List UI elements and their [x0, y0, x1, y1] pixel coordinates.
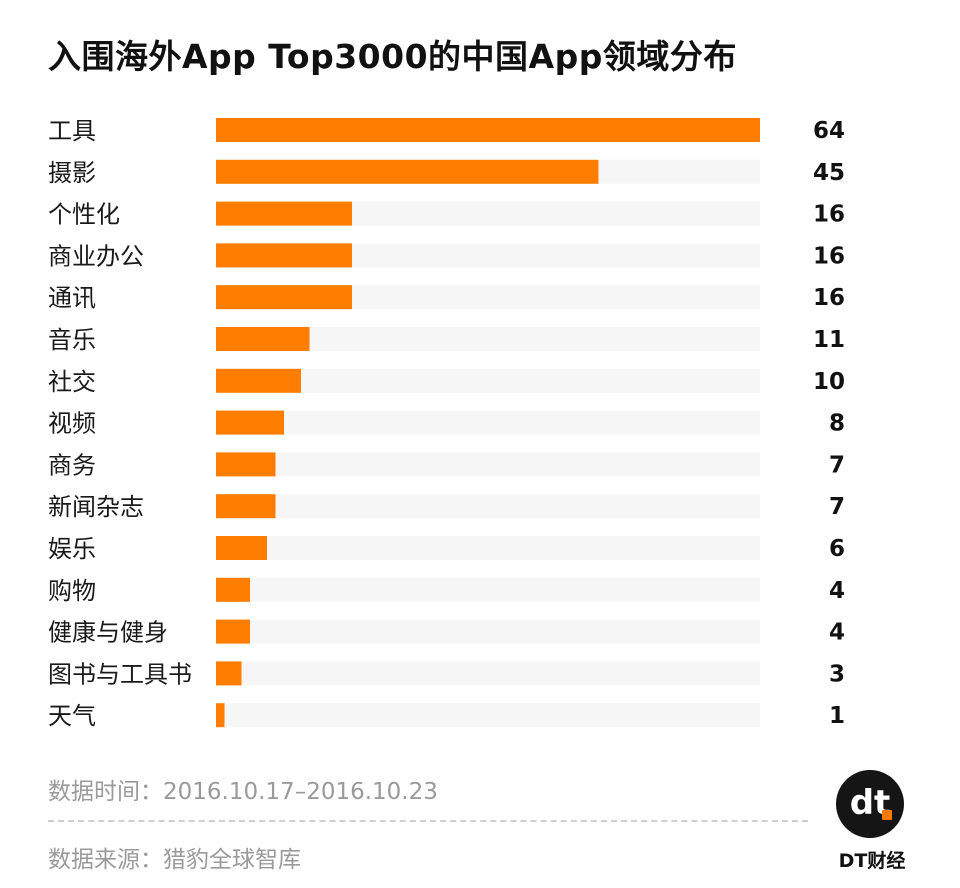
- value-label: 64: [813, 118, 845, 144]
- category-label: 个性化: [48, 201, 120, 229]
- category-label: 图书与工具书: [48, 660, 192, 688]
- category-label: 商务: [48, 451, 96, 479]
- bar: [216, 243, 352, 268]
- bar-track: [216, 494, 760, 519]
- category-label: 健康与健身: [48, 619, 168, 647]
- data-date-note: 数据时间：2016.10.17–2016.10.23: [48, 779, 438, 805]
- bar-track: [216, 619, 760, 644]
- category-label: 社交: [48, 368, 96, 396]
- brand-name: DT财经: [838, 850, 906, 872]
- value-label: 7: [829, 494, 845, 520]
- bar: [216, 536, 267, 560]
- bar-track: [216, 661, 760, 686]
- bar: [216, 327, 310, 351]
- bar: [216, 201, 352, 226]
- value-label: 45: [813, 160, 845, 186]
- data-source-note: 数据来源：猎豹全球智库: [48, 847, 301, 873]
- divider: [48, 820, 808, 822]
- dt-logo: dt: [836, 770, 904, 838]
- value-label: 16: [813, 202, 845, 228]
- bar: [216, 368, 301, 393]
- value-label: 3: [829, 661, 845, 687]
- chart-title: 入围海外App Top3000的中国App领域分布: [48, 37, 737, 76]
- bar: [216, 285, 352, 310]
- bar-track: [216, 536, 760, 560]
- value-label: 7: [829, 452, 845, 478]
- bar-track: [216, 452, 760, 477]
- category-label: 新闻杂志: [48, 493, 144, 521]
- category-label: 视频: [48, 410, 96, 438]
- category-label: 购物: [48, 577, 96, 605]
- logo-dot: [882, 810, 892, 820]
- bar: [216, 452, 276, 477]
- category-label: 摄影: [48, 159, 96, 187]
- bar: [216, 494, 276, 519]
- bar: [216, 410, 284, 435]
- value-label: 8: [829, 411, 845, 437]
- value-label: 16: [813, 285, 845, 311]
- value-label: 4: [829, 578, 845, 604]
- bar-track: [216, 703, 760, 728]
- bar-track: [216, 577, 760, 602]
- bar: [216, 159, 599, 184]
- category-label: 通讯: [48, 284, 96, 312]
- bar-track: [216, 368, 760, 393]
- category-label: 商业办公: [48, 242, 144, 270]
- category-label: 天气: [48, 702, 96, 730]
- bar: [216, 703, 225, 728]
- value-label: 6: [829, 536, 845, 562]
- category-label: 工具: [48, 117, 96, 145]
- bar: [216, 619, 250, 644]
- category-label: 音乐: [48, 326, 96, 354]
- value-label: 1: [829, 703, 845, 729]
- bar: [216, 661, 242, 686]
- value-label: 16: [813, 243, 845, 269]
- bar: [216, 577, 250, 602]
- value-label: 10: [813, 369, 845, 395]
- bar-track: [216, 410, 760, 435]
- bar: [216, 118, 760, 142]
- value-label: 4: [829, 620, 845, 646]
- value-label: 11: [813, 327, 845, 353]
- logo-text: dt: [849, 783, 891, 823]
- category-label: 娱乐: [48, 535, 96, 563]
